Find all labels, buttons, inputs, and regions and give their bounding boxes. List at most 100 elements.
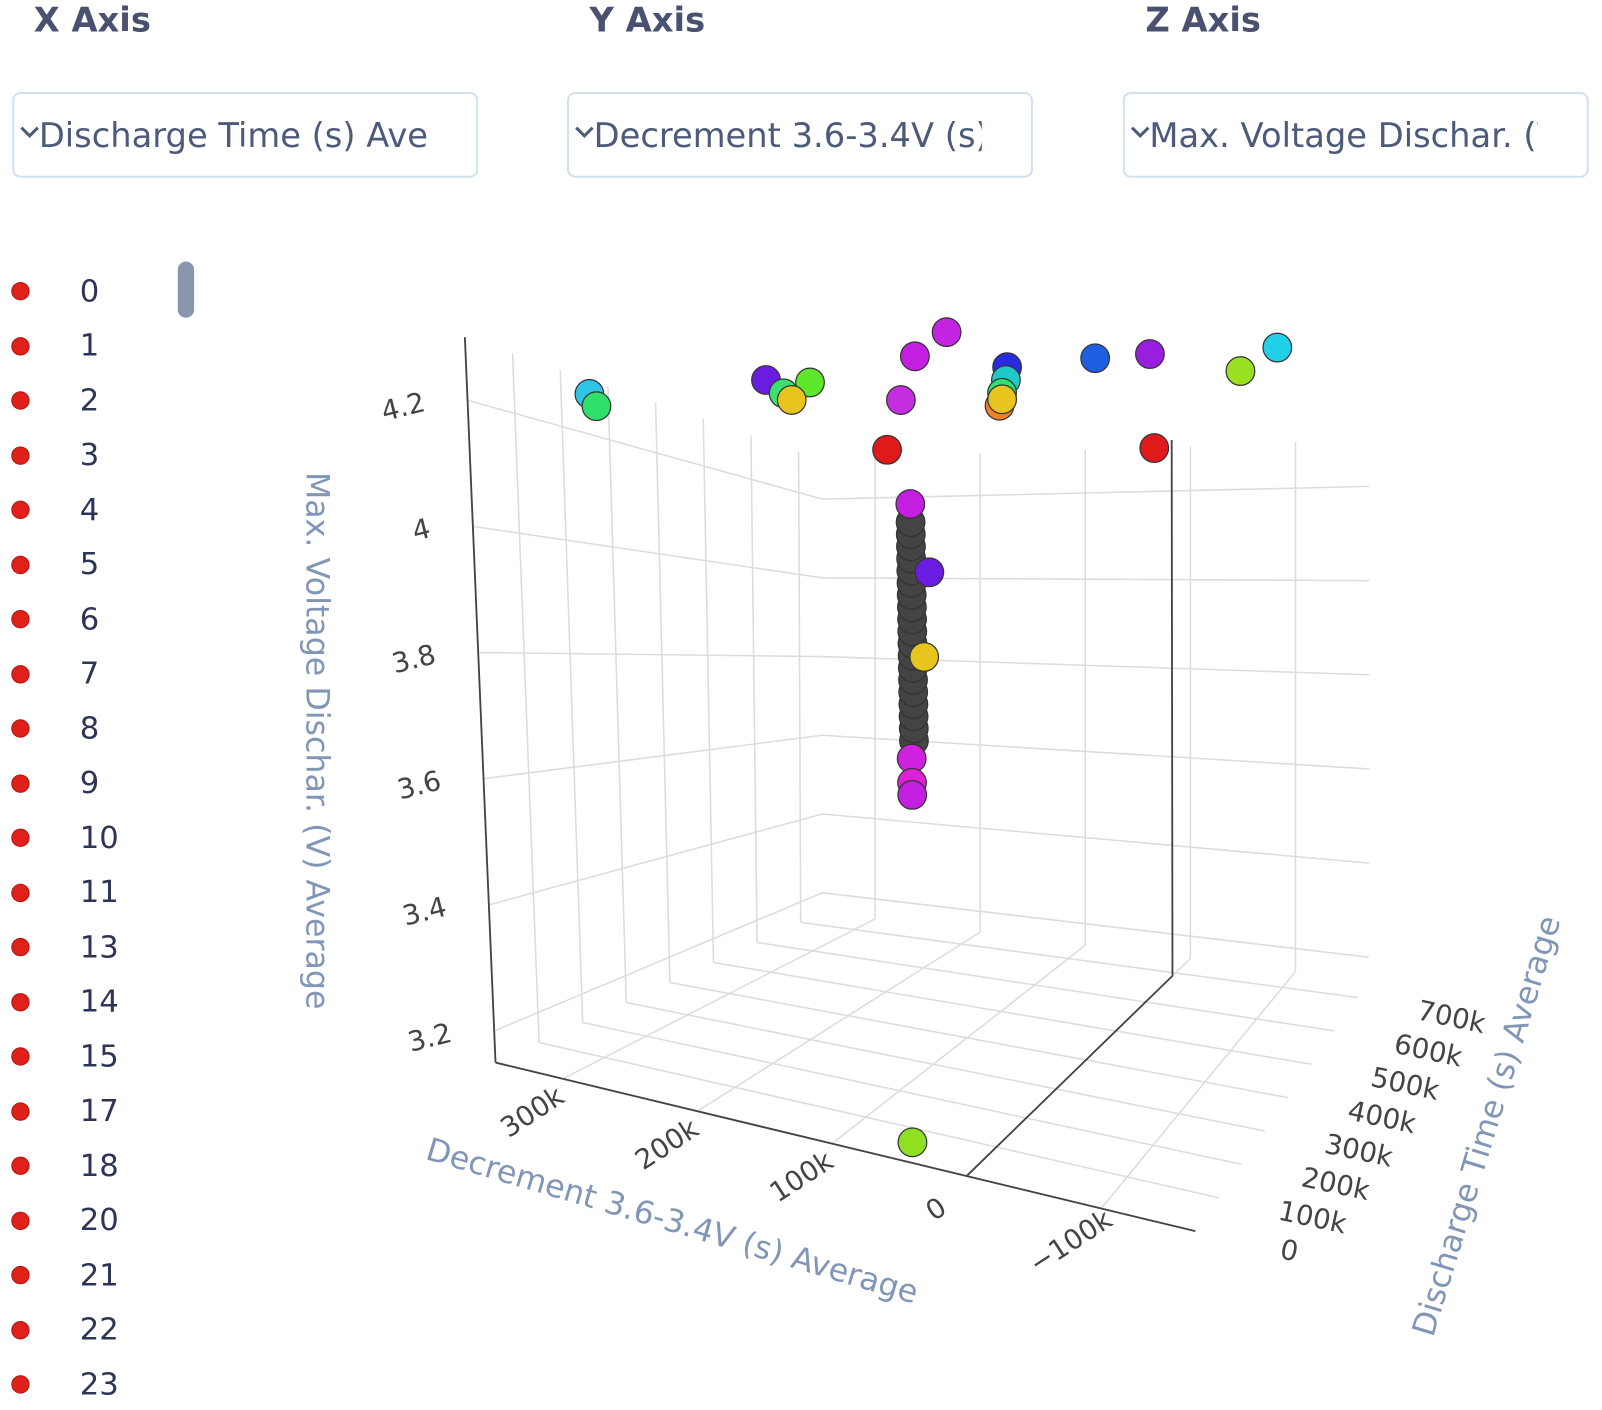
- x-axis-select[interactable]: Discharge Time (s) Average: [12, 91, 479, 178]
- legend-item[interactable]: 18: [12, 1145, 119, 1186]
- legend-item-label: 13: [79, 929, 119, 965]
- gridline: [472, 525, 823, 579]
- data-point[interactable]: [897, 779, 928, 810]
- data-point[interactable]: [581, 391, 612, 422]
- legend-item[interactable]: 23: [12, 1364, 119, 1405]
- legend-item-label: 9: [79, 765, 100, 802]
- x-tick-label: 0: [1277, 1233, 1301, 1269]
- legend-item-label: 8: [79, 710, 100, 747]
- legend-marker-icon: [12, 1376, 29, 1393]
- data-point[interactable]: [1262, 332, 1293, 363]
- data-point[interactable]: [899, 341, 930, 372]
- data-point[interactable]: [1135, 339, 1165, 369]
- legend-marker-icon: [12, 829, 29, 846]
- y-axis-line: [495, 1061, 1196, 1233]
- data-point[interactable]: [987, 384, 1018, 415]
- legend-marker-icon: [12, 1321, 29, 1338]
- legend-item[interactable]: 8: [12, 708, 99, 749]
- data-point[interactable]: [1225, 356, 1256, 386]
- data-point[interactable]: [795, 367, 825, 398]
- legend-item-label: 18: [79, 1147, 119, 1184]
- data-point[interactable]: [1139, 433, 1170, 463]
- gridline: [478, 651, 823, 658]
- legend-marker-icon: [12, 1048, 29, 1065]
- data-point[interactable]: [931, 317, 962, 348]
- legend-item[interactable]: 17: [12, 1091, 119, 1132]
- legend-item[interactable]: 15: [12, 1036, 119, 1077]
- y-axis-select-value: Decrement 3.6-3.4V (s) Average: [593, 114, 982, 155]
- x-axis-select-value: Discharge Time (s) Average: [38, 114, 428, 155]
- legend-item-label: 5: [79, 546, 100, 583]
- x-axis-label: X Axis: [33, 0, 151, 40]
- y-tick-label: 200k: [629, 1112, 705, 1177]
- legend-item[interactable]: 6: [12, 599, 99, 640]
- gridline: [493, 891, 823, 1032]
- legend-marker-icon: [12, 665, 29, 682]
- gridline: [483, 734, 823, 780]
- data-point[interactable]: [776, 385, 807, 415]
- data-point[interactable]: [872, 434, 903, 465]
- gridline: [511, 353, 540, 1043]
- z-tick-label: 3.6: [394, 764, 445, 807]
- legend-marker-icon: [12, 556, 29, 573]
- legend-scrollbar[interactable]: [177, 261, 195, 318]
- gridline: [750, 435, 758, 943]
- data-point[interactable]: [885, 385, 916, 415]
- legend-item[interactable]: 2: [12, 380, 99, 421]
- legend-marker-icon: [12, 446, 29, 464]
- gridline: [696, 931, 981, 1112]
- gridline: [607, 386, 628, 1003]
- legend-item[interactable]: 21: [12, 1255, 119, 1296]
- legend-marker-icon: [12, 392, 29, 409]
- legend-item[interactable]: 0: [12, 271, 99, 312]
- legend-marker-icon: [12, 1102, 29, 1120]
- data-point[interactable]: [895, 489, 926, 519]
- legend-item[interactable]: 4: [12, 489, 99, 530]
- y-axis-select[interactable]: Decrement 3.6-3.4V (s) Average: [567, 91, 1033, 178]
- legend-item-label: 0: [79, 273, 100, 310]
- legend-item[interactable]: 1: [12, 325, 99, 366]
- legend-item[interactable]: 3: [12, 435, 99, 476]
- z-tick-label: 3.2: [404, 1016, 455, 1059]
- gridline: [756, 941, 1335, 1032]
- legend-item[interactable]: 11: [12, 872, 119, 913]
- legend-item-label: 20: [79, 1202, 119, 1239]
- legend-item[interactable]: 9: [12, 763, 99, 804]
- legend-item-label: 14: [79, 983, 119, 1020]
- data-point[interactable]: [914, 557, 945, 588]
- legend-item-label: 3: [79, 437, 100, 474]
- legend-item[interactable]: 10: [12, 817, 119, 858]
- x-axis-line: [1170, 440, 1174, 976]
- gridline: [822, 891, 1370, 959]
- legend-item[interactable]: 14: [12, 981, 119, 1022]
- legend-item[interactable]: 20: [12, 1200, 119, 1241]
- legend-item-label: 6: [79, 601, 100, 638]
- legend-item[interactable]: 13: [12, 927, 119, 968]
- data-point[interactable]: [909, 642, 940, 672]
- legend-marker-icon: [12, 884, 29, 901]
- data-point[interactable]: [897, 1127, 928, 1158]
- gridline: [669, 981, 1289, 1099]
- gridline: [559, 369, 584, 1023]
- z-axis-title: Max. Voltage Dischar. (V) Average: [299, 472, 335, 1010]
- legend-item[interactable]: 22: [12, 1309, 119, 1350]
- z-axis-select[interactable]: Max. Voltage Dischar. (V) Average: [1122, 91, 1589, 178]
- gridline: [831, 944, 1086, 1145]
- gridline: [488, 813, 823, 906]
- y-axis-label: Y Axis: [589, 0, 706, 40]
- data-point[interactable]: [1080, 343, 1111, 374]
- gridline: [626, 1001, 1266, 1132]
- legend-item[interactable]: 7: [12, 653, 99, 694]
- legend-item[interactable]: 5: [12, 544, 99, 585]
- y-tick-label: 300k: [494, 1079, 570, 1144]
- gridline: [800, 921, 1358, 999]
- legend-item-label: 15: [79, 1038, 119, 1075]
- gridline: [713, 961, 1312, 1066]
- z-axis-select-value: Max. Voltage Dischar. (V) Average: [1149, 114, 1537, 155]
- y-tick-label: 100k: [764, 1144, 840, 1209]
- legend-item-label: 4: [79, 491, 100, 528]
- z-tick-label: 4.2: [378, 385, 429, 428]
- gridline: [797, 451, 802, 923]
- legend-marker-icon: [12, 1212, 29, 1229]
